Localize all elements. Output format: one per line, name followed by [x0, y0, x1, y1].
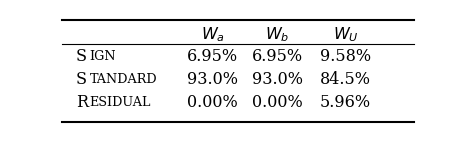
Text: 9.58%: 9.58%: [319, 48, 370, 65]
Text: IGN: IGN: [89, 50, 116, 63]
Text: S: S: [76, 48, 87, 65]
Text: ESIDUAL: ESIDUAL: [89, 96, 150, 109]
Text: $W_U$: $W_U$: [332, 25, 358, 44]
Text: R: R: [76, 94, 88, 111]
Text: 5.96%: 5.96%: [319, 94, 370, 111]
Text: $W_a$: $W_a$: [200, 25, 224, 44]
Text: 0.00%: 0.00%: [251, 94, 302, 111]
Text: 93.0%: 93.0%: [187, 71, 238, 88]
Text: 93.0%: 93.0%: [251, 71, 302, 88]
Text: 84.5%: 84.5%: [319, 71, 370, 88]
Text: 6.95%: 6.95%: [187, 48, 238, 65]
Text: 6.95%: 6.95%: [251, 48, 302, 65]
Text: 0.00%: 0.00%: [187, 94, 238, 111]
Text: TANDARD: TANDARD: [89, 73, 157, 86]
Text: S: S: [76, 71, 87, 88]
Text: $W_b$: $W_b$: [265, 25, 289, 44]
